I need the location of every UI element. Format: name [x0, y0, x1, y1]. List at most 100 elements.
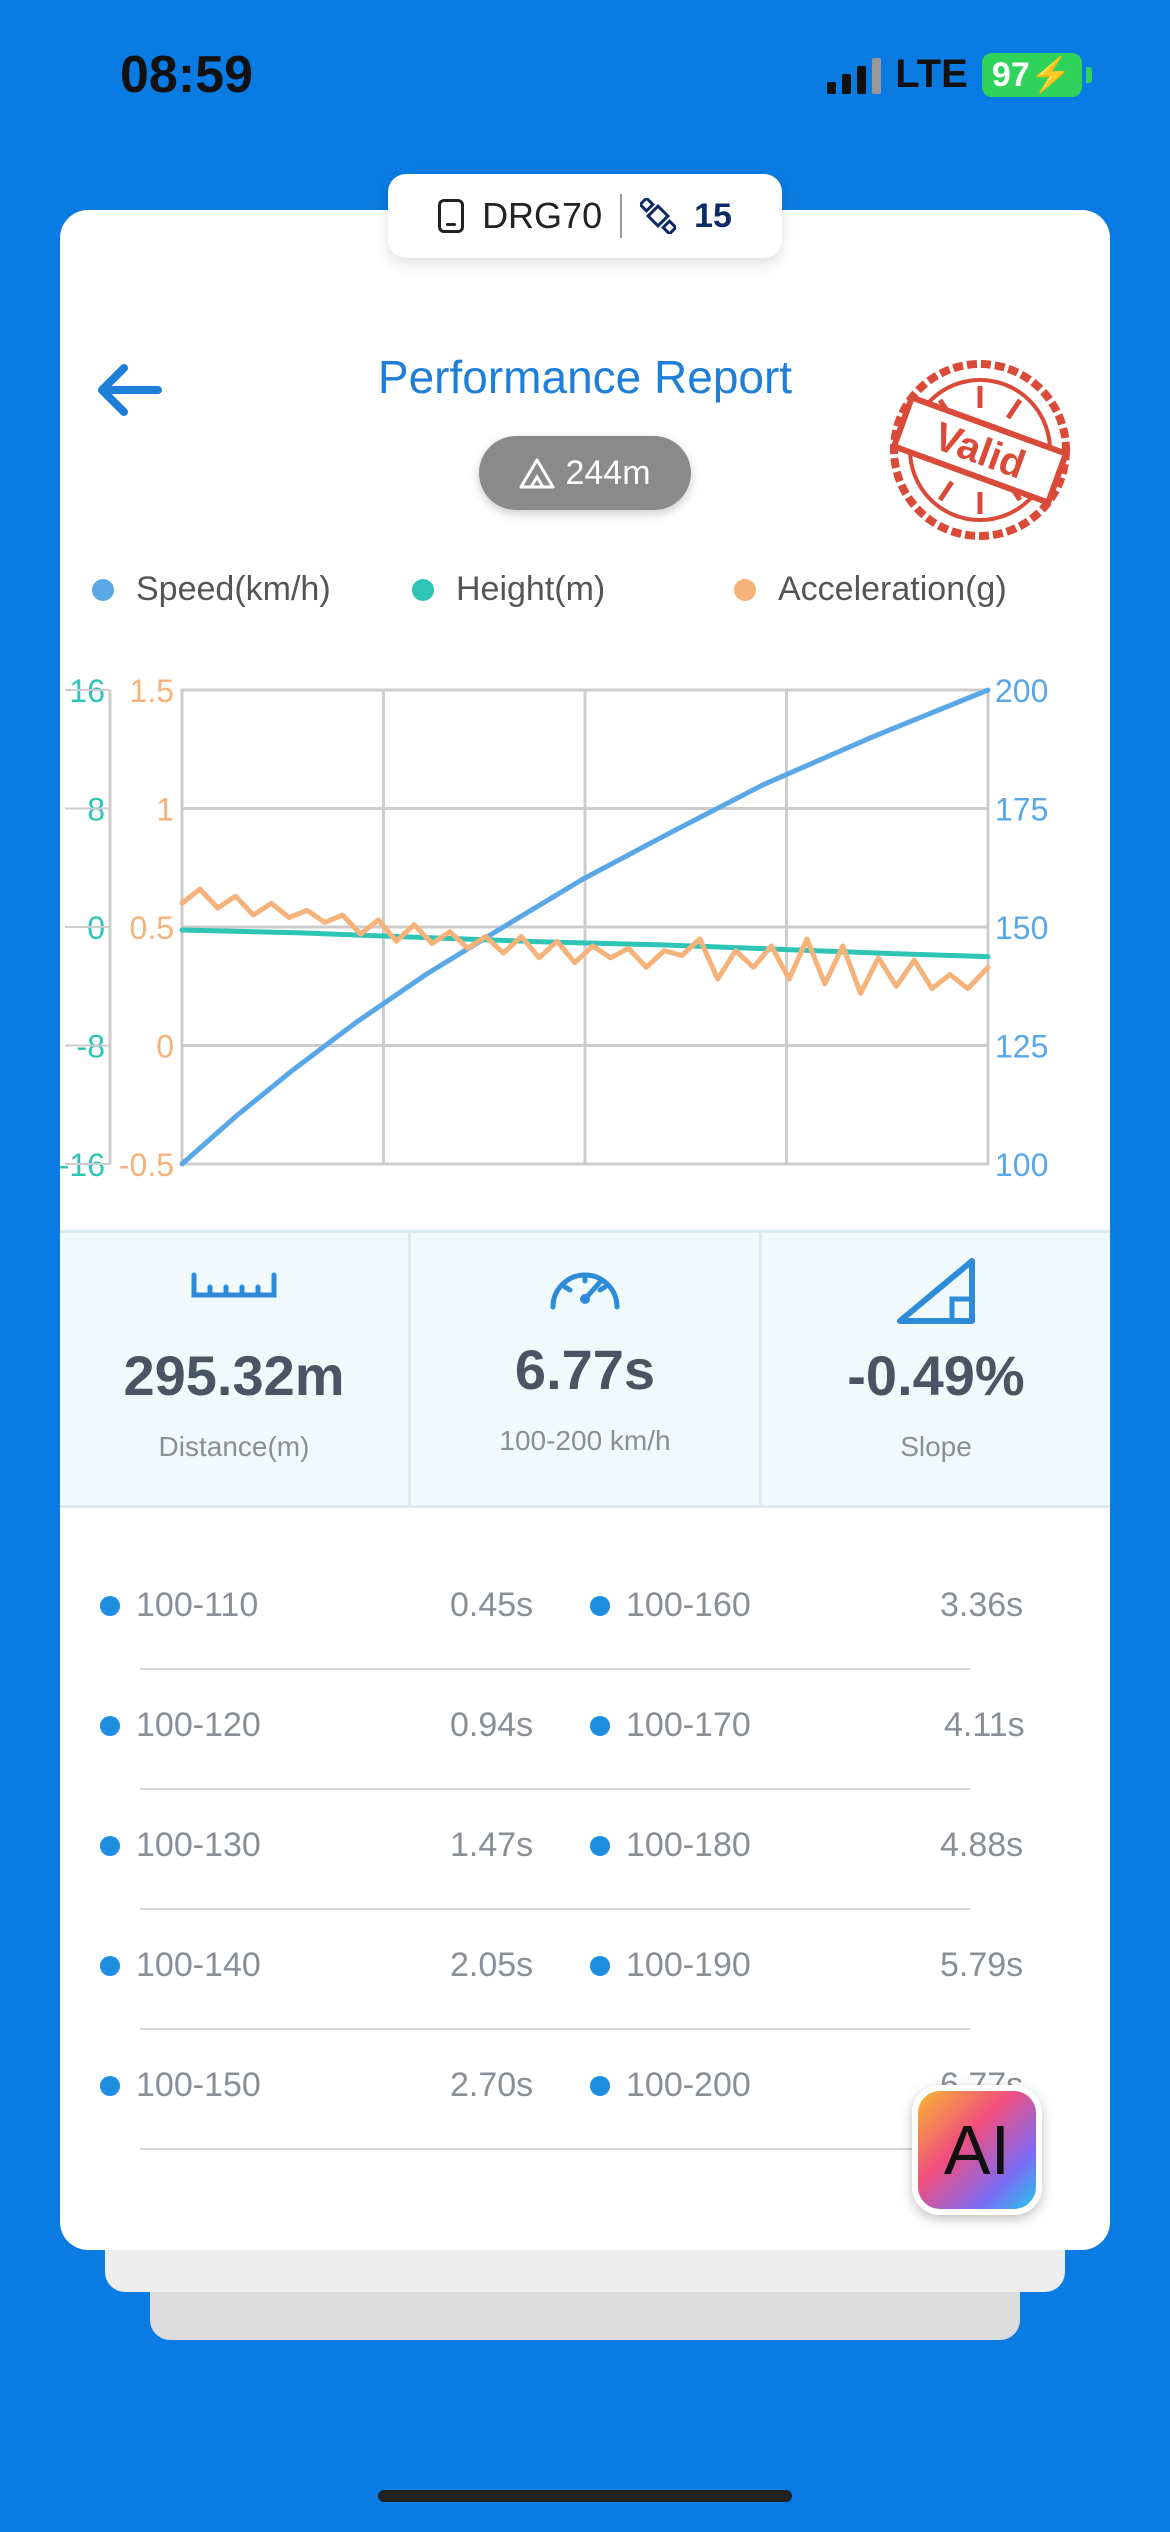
altitude-value: 244m — [565, 453, 651, 492]
home-indicator[interactable] — [378, 2490, 792, 2502]
split-bullet — [590, 1835, 610, 1856]
battery-nub — [1086, 66, 1092, 83]
split-range: 100-140 — [136, 1946, 261, 1984]
split-time: 2.70s — [450, 2066, 534, 2104]
status-indicators: LTE 97⚡ — [827, 52, 1092, 97]
split-row: 100-110 0.45s 100-160 3.36s — [60, 1550, 1110, 1670]
split-range: 100-150 — [136, 2066, 261, 2104]
acceleration-tick-label: -0.5 — [119, 1147, 174, 1183]
pill-divider — [620, 194, 623, 238]
split-range: 100-200 — [626, 2066, 751, 2104]
split-row: 100-140 2.05s 100-190 5.79s — [60, 1910, 1110, 2030]
satellite-count: 15 — [694, 196, 732, 235]
distance-value: 295.32m — [123, 1344, 345, 1407]
slope-label: Slope — [900, 1431, 972, 1462]
split-row: 100-120 0.94s 100-170 4.11s — [60, 1670, 1110, 1790]
split-times-list: 100-110 0.45s 100-160 3.36s 100-120 0.94… — [60, 1550, 1110, 2150]
split-bullet — [100, 1955, 120, 1976]
split-bullet — [100, 1595, 120, 1616]
split-time: 2.05s — [450, 1946, 534, 1984]
legend-dot-speed — [92, 578, 114, 601]
legend-item-height[interactable]: Height(m) — [412, 570, 734, 609]
height-series-line — [179, 927, 991, 960]
ai-assistant-button[interactable]: AI — [912, 2085, 1042, 2215]
acceleration-tick-label: 1.5 — [130, 673, 174, 709]
stats-panel: 295.32m Distance(m) 6.77s 100-200 km/h -… — [60, 1230, 1110, 1508]
split-left: 100-120 — [100, 1706, 261, 1745]
legend-label-height: Height(m) — [456, 570, 606, 608]
split-time: 5.79s — [940, 1946, 1024, 1984]
distance-label: Distance(m) — [158, 1431, 310, 1462]
split-left: 100-140 — [100, 1946, 261, 1985]
speed-tick-label: 125 — [995, 1029, 1048, 1065]
speed-tick-label: 150 — [995, 910, 1048, 946]
acceleration-tick-label: 0.5 — [130, 910, 174, 946]
charging-bolt-icon: ⚡ — [1029, 55, 1072, 94]
ai-label: AI — [943, 2111, 1011, 2189]
legend-item-acceleration[interactable]: Acceleration(g) — [734, 570, 1007, 609]
split-left: 100-110 — [100, 1586, 258, 1625]
slope-icon — [897, 1258, 975, 1324]
split-time: 1.47s — [450, 1826, 534, 1864]
split-time: 0.94s — [450, 1706, 534, 1744]
legend-label-acceleration: Acceleration(g) — [778, 570, 1007, 608]
row-divider — [140, 1788, 970, 1790]
satellite-icon — [640, 198, 677, 234]
split-row: 100-150 2.70s 100-200 6.77s — [60, 2030, 1110, 2150]
split-right: 100-180 — [590, 1826, 751, 1865]
ruler-icon — [191, 1272, 277, 1298]
page-title: Performance Report — [377, 351, 793, 403]
device-pill: DRG70 15 — [388, 174, 782, 258]
split-range: 100-180 — [626, 1826, 751, 1864]
row-divider — [140, 1908, 970, 1910]
slope-value: -0.49% — [847, 1344, 1025, 1407]
device-name: DRG70 — [482, 195, 603, 236]
legend-dot-height — [412, 578, 434, 601]
split-bullet — [100, 1715, 120, 1736]
legend-dot-acceleration — [734, 578, 756, 601]
acceleration-series-line — [179, 886, 991, 996]
device-icon — [438, 199, 465, 233]
split-left: 100-130 — [100, 1826, 261, 1865]
split-range: 100-110 — [136, 1586, 259, 1624]
chart-legend: Speed(km/h) Height(m) Acceleration(g) — [92, 570, 1082, 609]
battery-indicator: 97⚡ — [981, 52, 1082, 97]
back-button[interactable] — [88, 350, 168, 435]
time-label: 100-200 km/h — [499, 1425, 671, 1456]
split-range: 100-130 — [136, 1826, 261, 1864]
split-bullet — [590, 2075, 610, 2096]
stat-distance: 295.32m Distance(m) — [60, 1233, 408, 1505]
legend-item-speed[interactable]: Speed(km/h) — [92, 570, 412, 609]
split-range: 100-120 — [136, 1706, 261, 1744]
split-range: 100-190 — [626, 1946, 751, 1984]
split-time: 3.36s — [940, 1586, 1024, 1624]
split-bullet — [590, 1715, 610, 1736]
status-time: 08:59 — [120, 46, 253, 104]
split-bullet — [590, 1595, 610, 1616]
acceleration-tick-label: 1 — [156, 792, 174, 828]
speed-tick-label: 175 — [995, 792, 1048, 828]
battery-level: 97 — [991, 55, 1030, 94]
split-right: 100-160 — [590, 1586, 751, 1625]
row-divider — [140, 2148, 970, 2150]
split-range: 100-160 — [626, 1586, 751, 1624]
split-bullet — [590, 1955, 610, 1976]
split-right: 100-200 — [590, 2066, 751, 2105]
split-time: 0.45s — [450, 1586, 534, 1624]
time-value: 6.77s — [514, 1338, 656, 1401]
split-right: 100-190 — [590, 1946, 751, 1985]
mountain-icon — [519, 458, 555, 489]
speed-series-line — [179, 687, 991, 1167]
acceleration-tick-label: 0 — [156, 1029, 174, 1065]
split-time: 4.88s — [940, 1826, 1024, 1864]
report-card: Performance Report 244m Valid Speed(km/h… — [60, 210, 1110, 2250]
stat-slope: -0.49% Slope — [759, 1233, 1110, 1505]
legend-label-speed: Speed(km/h) — [136, 570, 331, 608]
speedometer-icon — [550, 1272, 620, 1310]
split-row: 100-130 1.47s 100-180 4.88s — [60, 1790, 1110, 1910]
stat-time: 6.77s 100-200 km/h — [408, 1233, 759, 1505]
split-time: 4.11s — [944, 1706, 1025, 1744]
back-arrow-icon — [98, 364, 162, 416]
valid-stamp: Valid — [890, 360, 1070, 540]
